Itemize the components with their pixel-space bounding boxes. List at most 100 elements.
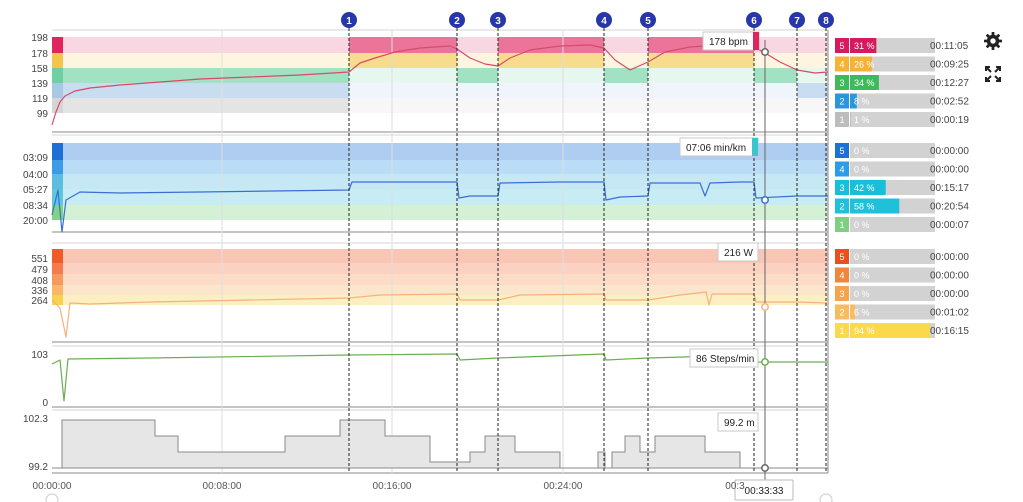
lap-marker-4[interactable]: 4 [596, 12, 612, 28]
lap-marker-3[interactable]: 3 [490, 12, 506, 28]
zone-number-swatch [835, 249, 849, 264]
zone-percentage: 42 % [854, 183, 875, 193]
elevation-tooltip-box [717, 412, 759, 432]
lap-marker-label: 4 [601, 16, 607, 27]
zone-number: 3 [839, 183, 844, 193]
zone-marker-pace-1 [52, 205, 63, 220]
pace-tooltip-text: 07:06 min/km [686, 143, 746, 154]
zone-percentage: 94 % [854, 326, 875, 336]
zone-bar-track [850, 267, 935, 283]
pace-zone-row-2[interactable]: 2 58 % 00:20:54 [835, 198, 969, 214]
lap-marker-8[interactable]: 8 [818, 12, 834, 28]
y-tick-label: 551 [31, 254, 48, 265]
lap-marker-5[interactable]: 5 [640, 12, 656, 28]
lap-marker-7[interactable]: 7 [789, 12, 805, 28]
hr-tooltip-text: 178 bpm [709, 37, 748, 48]
power-zone-row-2[interactable]: 2 6 % 00:01:02 [835, 304, 969, 320]
settings-gear-icon[interactable] [982, 30, 1004, 52]
fullscreen-expand-icon[interactable] [982, 63, 1004, 85]
zone-number: 1 [839, 115, 844, 125]
hr-tooltip: 178 bpm [702, 31, 760, 51]
zone-time: 00:00:00 [930, 165, 969, 176]
zone-time: 00:00:07 [930, 220, 969, 231]
zone-marker-pace-2 [52, 189, 63, 205]
lap-marker-label: 7 [794, 16, 800, 27]
zone-marker-hr-4 [52, 53, 63, 68]
pace-zone-row-3[interactable]: 3 42 % 00:15:17 [835, 180, 969, 195]
y-tick-label: 03:09 [23, 153, 48, 164]
power-zone-row-1[interactable]: 1 94 % 00:16:15 [835, 323, 969, 338]
cadence-tooltip: 86 Steps/min [689, 348, 759, 368]
zone-number-swatch [835, 267, 849, 283]
zone-time: 00:12:27 [930, 78, 969, 89]
y-tick-label: 158 [31, 64, 48, 75]
power-tooltip-box [717, 242, 759, 262]
y-tick-label: 20:00 [23, 216, 48, 227]
zone-percentage: 0 % [854, 252, 870, 262]
zone-band-power-3 [52, 274, 828, 285]
y-tick-label: 04:00 [23, 170, 48, 181]
hr-zone-row-5[interactable]: 5 31 % 00:11:05 [835, 38, 969, 53]
lap-marker-6[interactable]: 6 [746, 12, 762, 28]
lap-marker-circle [596, 12, 612, 28]
zone-number: 3 [839, 78, 844, 88]
hr-zone-row-3[interactable]: 3 34 % 00:12:27 [835, 75, 969, 90]
cursor-time-label: 00:33:33 [734, 479, 794, 501]
power-zone-row-5[interactable]: 5 0 % 00:00:00 [835, 249, 969, 264]
x-axis-label: 00:00:00 [33, 481, 72, 492]
y-tick-label: 139 [31, 79, 48, 90]
power-zone-row-4[interactable]: 4 0 % 00:00:00 [835, 267, 969, 283]
lap-marker-2[interactable]: 2 [449, 12, 465, 28]
zone-marker-pace-5 [52, 143, 63, 160]
zone-highlight [457, 68, 498, 83]
pace-zone-row-5[interactable]: 5 0 % 00:00:00 [835, 143, 969, 158]
cursor-point [761, 196, 769, 204]
cursor-point [761, 464, 769, 472]
cursor-point [761, 48, 769, 56]
lap-marker-label: 6 [751, 16, 757, 27]
zone-highlight [349, 37, 457, 53]
lap-marker-1[interactable]: 1 [341, 12, 357, 28]
hr-zone-row-4[interactable]: 4 26 % 00:09:25 [835, 56, 969, 72]
zone-time: 00:09:25 [930, 60, 969, 71]
zone-number: 5 [839, 252, 844, 262]
zone-band-pace-1 [52, 205, 828, 220]
zone-bar-track [850, 304, 935, 320]
pace-tooltip-accent [752, 138, 758, 156]
hr-zone-row-2[interactable]: 2 8 % 00:02:52 [835, 93, 969, 109]
lap-marker-circle [490, 12, 506, 28]
hr-zone-row-1[interactable]: 1 1 % 00:00:19 [835, 112, 969, 127]
power-tooltip: 216 W [717, 242, 759, 262]
pace-zone-row-4[interactable]: 4 0 % 00:00:00 [835, 161, 969, 177]
zone-marker-hr-2 [52, 83, 63, 98]
zone-number-swatch [835, 75, 849, 90]
zone-number: 5 [839, 146, 844, 156]
zone-band-power-1 [52, 295, 828, 305]
lap-marker-label: 1 [346, 16, 352, 27]
elevation-tooltip: 99.2 m [717, 412, 759, 432]
zone-time: 00:16:15 [930, 326, 969, 337]
zone-bar-fill [850, 112, 851, 127]
pace-zone-row-1[interactable]: 1 0 % 00:00:07 [835, 217, 969, 232]
y-tick-label: 99 [37, 109, 49, 120]
zone-number-swatch [835, 286, 849, 301]
lap-marker-circle [449, 12, 465, 28]
range-slider-right-handle[interactable] [819, 493, 833, 502]
range-slider-left-handle[interactable] [45, 493, 59, 502]
zone-highlight [498, 53, 604, 68]
zone-percentage: 0 % [854, 146, 870, 156]
zone-bar-fill [850, 323, 930, 338]
zone-time: 00:20:54 [930, 202, 969, 213]
zone-percentage: 8 % [854, 97, 870, 107]
zone-time: 00:11:05 [930, 41, 969, 52]
zone-number: 2 [839, 97, 844, 107]
power-zone-row-3[interactable]: 3 0 % 00:00:00 [835, 286, 969, 301]
zone-highlight [63, 98, 349, 113]
zone-number-swatch [835, 180, 849, 195]
zone-number: 1 [839, 220, 844, 230]
zone-band-power-5 [52, 249, 828, 263]
zone-band-power-4 [52, 263, 828, 274]
zone-highlight [754, 68, 797, 83]
zone-time: 00:00:19 [930, 115, 969, 126]
